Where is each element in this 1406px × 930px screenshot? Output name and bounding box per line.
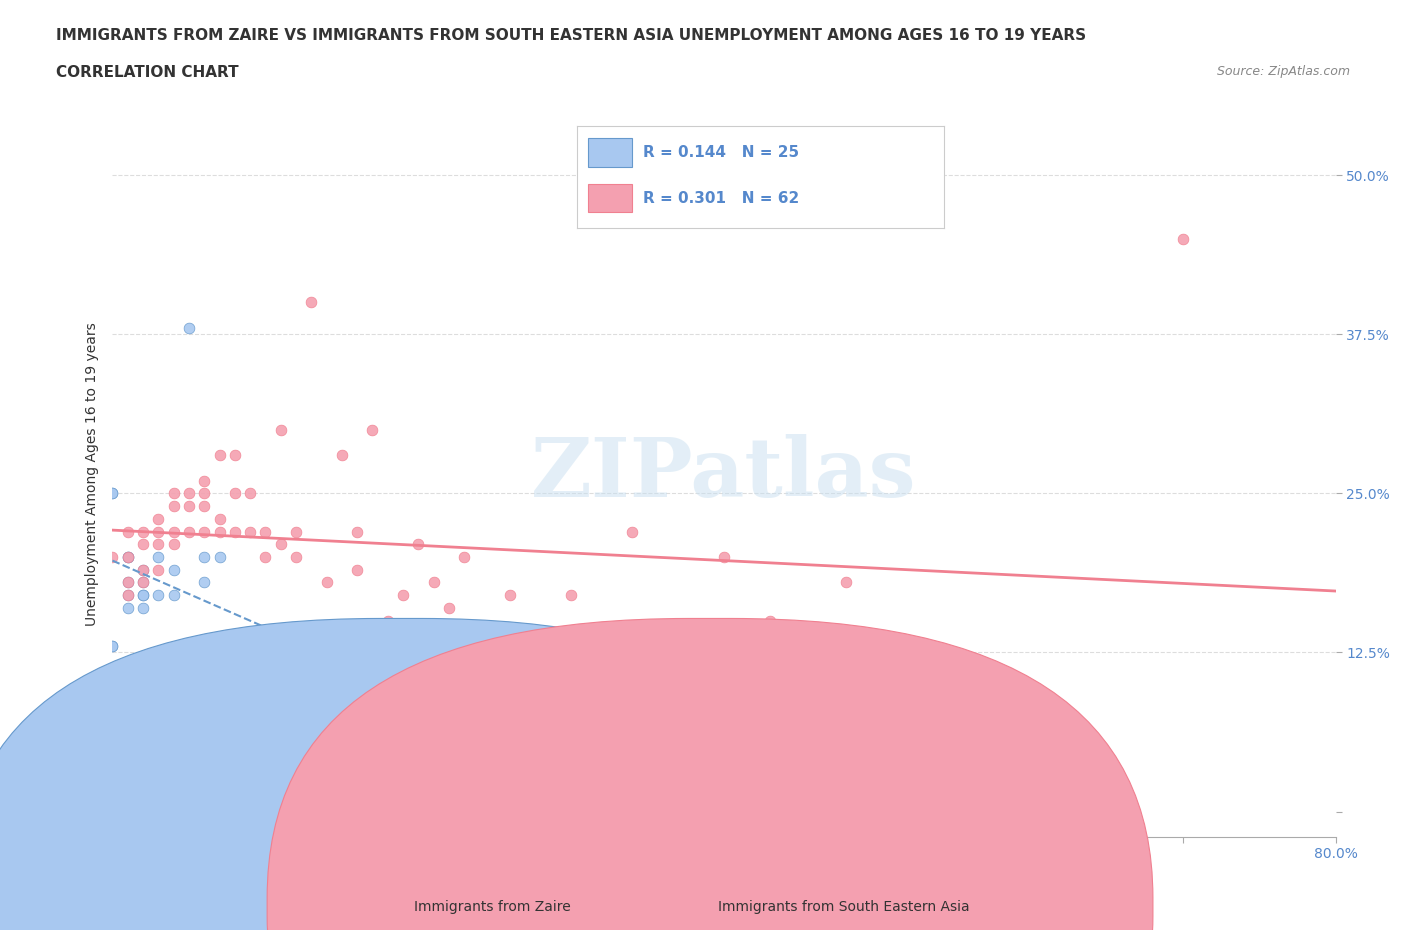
Point	[208, 525, 231, 539]
Point	[177, 525, 200, 539]
Point	[408, 537, 430, 551]
Point	[117, 601, 139, 616]
Point	[163, 498, 186, 513]
Point	[132, 525, 155, 539]
Point	[101, 486, 124, 501]
Point	[101, 639, 124, 654]
Point	[437, 601, 460, 616]
Text: Source: ZipAtlas.com: Source: ZipAtlas.com	[1216, 65, 1350, 78]
Bar	[588, 184, 633, 212]
Point	[132, 537, 155, 551]
Point	[132, 575, 155, 590]
Point	[101, 639, 124, 654]
Point	[132, 563, 155, 578]
Point	[148, 537, 170, 551]
Point	[330, 447, 353, 462]
Point	[117, 588, 139, 603]
Point	[117, 588, 139, 603]
Point	[239, 689, 262, 704]
Point	[117, 550, 139, 565]
Point	[193, 486, 215, 501]
Point	[254, 664, 277, 679]
Point	[177, 498, 200, 513]
Point	[315, 575, 337, 590]
Point	[208, 512, 231, 526]
Point	[652, 677, 675, 692]
Point	[117, 550, 139, 565]
Point	[346, 563, 368, 578]
Point	[163, 588, 186, 603]
Point	[254, 525, 277, 539]
Point	[224, 486, 246, 501]
Point	[392, 588, 415, 603]
Point	[163, 537, 186, 551]
Point	[224, 702, 246, 717]
Point	[117, 575, 139, 590]
Point	[560, 588, 582, 603]
Text: R = 0.301   N = 62: R = 0.301 N = 62	[644, 191, 800, 206]
Text: Immigrants from Zaire: Immigrants from Zaire	[413, 899, 571, 914]
Text: CORRELATION CHART: CORRELATION CHART	[56, 65, 239, 80]
Point	[224, 525, 246, 539]
Point	[117, 575, 139, 590]
Point	[193, 473, 215, 488]
Point	[101, 486, 124, 501]
Point	[713, 550, 735, 565]
Point	[621, 525, 644, 539]
Point	[270, 537, 292, 551]
Point	[132, 575, 155, 590]
Point	[911, 740, 934, 755]
Point	[193, 550, 215, 565]
Point	[377, 613, 399, 628]
Point	[132, 588, 155, 603]
Point	[835, 575, 858, 590]
Point	[346, 525, 368, 539]
Point	[101, 550, 124, 565]
Text: IMMIGRANTS FROM ZAIRE VS IMMIGRANTS FROM SOUTH EASTERN ASIA UNEMPLOYMENT AMONG A: IMMIGRANTS FROM ZAIRE VS IMMIGRANTS FROM…	[56, 28, 1087, 43]
Point	[254, 550, 277, 565]
Point	[193, 525, 215, 539]
Point	[148, 588, 170, 603]
Point	[163, 563, 186, 578]
Point	[193, 575, 215, 590]
Bar	[588, 139, 633, 166]
Text: R = 0.144   N = 25: R = 0.144 N = 25	[644, 145, 800, 160]
Point	[299, 295, 322, 310]
Point	[148, 550, 170, 565]
Point	[163, 525, 186, 539]
Point	[132, 588, 155, 603]
Point	[759, 613, 782, 628]
Point	[148, 563, 170, 578]
Point	[117, 550, 139, 565]
Point	[193, 498, 215, 513]
Point	[239, 486, 262, 501]
Point	[163, 486, 186, 501]
Point	[148, 525, 170, 539]
Point	[499, 588, 522, 603]
Point	[284, 525, 308, 539]
Point	[361, 422, 384, 437]
Point	[530, 702, 553, 717]
Point	[453, 550, 475, 565]
Y-axis label: Unemployment Among Ages 16 to 19 years: Unemployment Among Ages 16 to 19 years	[84, 323, 98, 626]
Point	[117, 525, 139, 539]
Point	[132, 601, 155, 616]
Text: ZIPatlas: ZIPatlas	[531, 434, 917, 514]
Point	[208, 447, 231, 462]
Point	[591, 651, 613, 666]
Point	[484, 639, 506, 654]
Point	[208, 550, 231, 565]
Point	[132, 563, 155, 578]
Point	[284, 550, 308, 565]
Point	[1171, 232, 1194, 246]
Point	[148, 512, 170, 526]
Text: Immigrants from South Eastern Asia: Immigrants from South Eastern Asia	[718, 899, 969, 914]
Point	[177, 486, 200, 501]
Point	[270, 422, 292, 437]
Point	[422, 575, 444, 590]
Point	[239, 525, 262, 539]
Point	[177, 321, 200, 336]
Point	[224, 447, 246, 462]
